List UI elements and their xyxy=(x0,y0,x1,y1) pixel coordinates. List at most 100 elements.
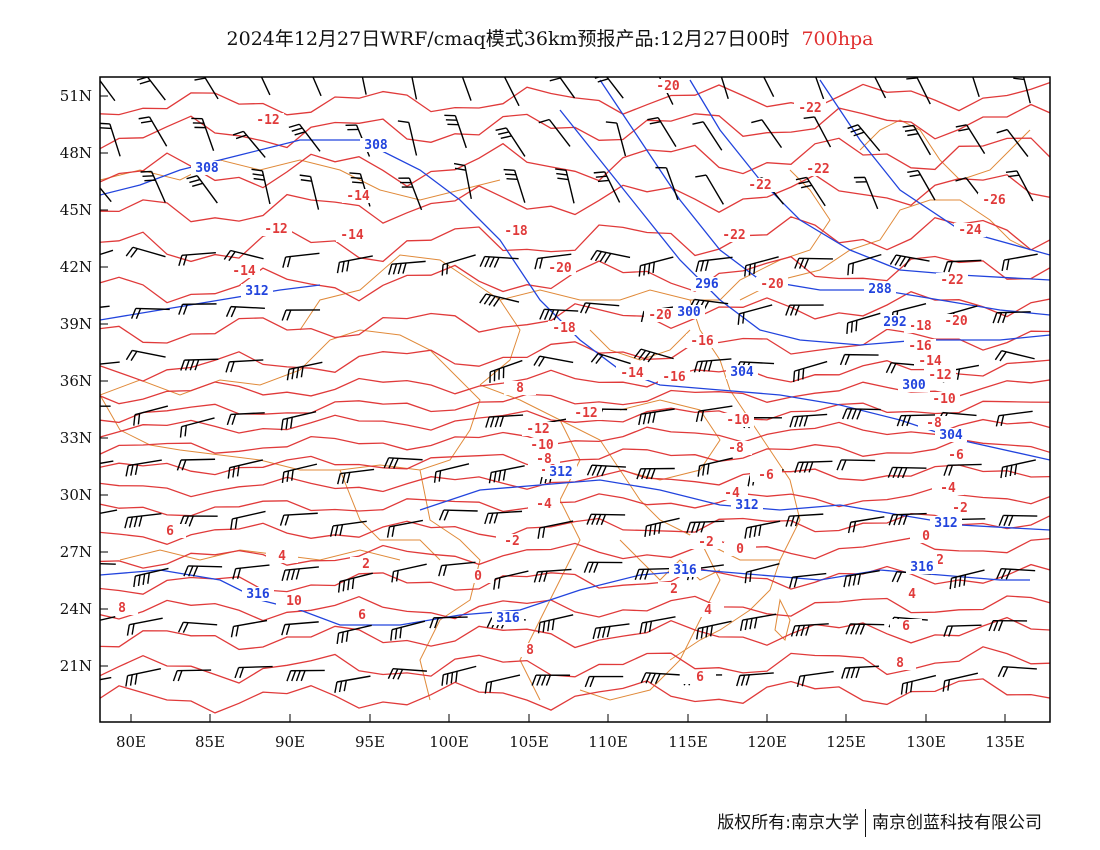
wind-barb xyxy=(260,77,271,96)
wind-barb xyxy=(433,463,470,483)
wind-barb xyxy=(647,116,677,147)
temp-label-bg xyxy=(252,113,284,127)
wind-barb xyxy=(794,257,833,269)
temp-label-bg xyxy=(718,228,750,242)
height-label: 312 xyxy=(549,465,572,480)
temperature-label: 0 xyxy=(474,569,482,584)
wind-barb xyxy=(1005,170,1034,202)
wind-barb xyxy=(796,670,834,688)
temperature-label: 6 xyxy=(696,670,704,685)
temperature-label: -18 xyxy=(908,319,932,334)
temp-label-bg xyxy=(500,224,532,238)
wind-barb xyxy=(594,77,624,99)
temperature-label: 6 xyxy=(902,619,910,634)
temp-label-bg xyxy=(890,619,922,633)
temperature-label: -10 xyxy=(726,413,750,428)
wind-barb xyxy=(751,119,783,149)
temp-label-bg xyxy=(884,656,916,670)
boundary-line xyxy=(619,399,721,481)
wind-barb xyxy=(1001,253,1038,272)
longitude-axis: 80E 85E 90E 95E 100E 105E 110E 115E 120E 125E 130E… xyxy=(116,714,1025,751)
wind-barb xyxy=(995,410,1033,427)
temp-label-bg xyxy=(896,587,928,601)
temperature-label: -8 xyxy=(728,441,744,456)
wind-barb xyxy=(100,405,111,407)
lon-tick-label: 135E xyxy=(985,733,1025,751)
wind-barb xyxy=(329,520,367,537)
temperature-label: -6 xyxy=(948,448,964,463)
temperature-isotherm xyxy=(100,137,1050,189)
lon-tick-label: 120E xyxy=(747,733,787,751)
wind-barb xyxy=(493,570,529,590)
lat-tick-label: 21N xyxy=(60,657,92,675)
temperature-isotherm xyxy=(100,81,1050,116)
wind-barb xyxy=(720,77,729,100)
temp-label-bg xyxy=(744,178,776,192)
wind-barb xyxy=(232,130,266,158)
temp-label-bg xyxy=(692,603,724,617)
wind-barb xyxy=(744,256,779,277)
wind-barb xyxy=(230,510,266,530)
temperature-label: -14 xyxy=(346,189,370,204)
copyright-company: 南京创蓝科技有限公司 xyxy=(872,813,1042,833)
wind-barb xyxy=(737,304,773,325)
wind-barb xyxy=(592,623,630,640)
temp-label-bg xyxy=(658,582,690,596)
temp-label-bg xyxy=(750,468,782,482)
wind-barb xyxy=(397,120,418,156)
wind-barb xyxy=(533,355,574,367)
temp-label-bg xyxy=(616,366,648,380)
wind-barb xyxy=(125,459,162,477)
temperature-label: -10 xyxy=(530,438,554,453)
wind-barb xyxy=(299,174,320,210)
wind-barb xyxy=(815,77,825,100)
boundary-line xyxy=(589,329,691,361)
boundary-line xyxy=(669,559,781,661)
temp-label-bg xyxy=(918,416,950,430)
wind-barb xyxy=(336,624,372,645)
temperature-isotherm xyxy=(100,616,1050,651)
wind-barb xyxy=(286,669,325,682)
wind-barb xyxy=(489,359,523,383)
height-label: 288 xyxy=(868,282,892,297)
wind-barb xyxy=(191,117,215,151)
temperature-label: -12 xyxy=(574,406,597,421)
wind-barb xyxy=(847,516,885,534)
wind-barb xyxy=(634,567,673,581)
wind-barb xyxy=(640,672,680,685)
wind-barb xyxy=(537,520,574,539)
temp-label-bg xyxy=(658,370,690,384)
temperature-isotherm xyxy=(100,290,1050,344)
boundary-line xyxy=(339,469,441,561)
height-contour-labels: 308 308 312 296 300 304 312 312 316 316 316 288 292 3… xyxy=(191,138,967,626)
temperature-label: 6 xyxy=(166,524,174,539)
temperature-label: -6 xyxy=(758,468,774,483)
pressure-level-label: 700hpa xyxy=(801,28,874,50)
temperature-label: -4 xyxy=(724,486,740,501)
temperature-label: -20 xyxy=(944,314,968,329)
height-isoline xyxy=(100,284,321,321)
wind-barb xyxy=(785,304,824,316)
wind-barb xyxy=(383,457,423,469)
wind-barb xyxy=(223,249,264,262)
wind-barb xyxy=(461,77,472,101)
temperature-label: -12 xyxy=(264,222,287,237)
temperature-isotherm xyxy=(100,487,1050,517)
wind-barb xyxy=(943,624,982,637)
wind-barb xyxy=(996,568,1036,580)
wind-barb xyxy=(438,509,478,521)
wind-barb xyxy=(538,118,571,147)
height-label-bg xyxy=(492,611,524,625)
temperature-label: -24 xyxy=(958,223,982,238)
temperature-label: -22 xyxy=(722,228,745,243)
temp-label-bg xyxy=(940,314,972,328)
temperature-label: -20 xyxy=(656,79,680,94)
wind-barb xyxy=(655,166,679,201)
wind-barb xyxy=(803,116,832,148)
wind-barb xyxy=(312,77,322,97)
wind-barb xyxy=(138,116,168,147)
boundary-line xyxy=(690,169,831,301)
wind-barb xyxy=(994,350,1035,362)
wind-barb xyxy=(281,463,318,484)
lon-tick-label: 115E xyxy=(668,733,708,751)
